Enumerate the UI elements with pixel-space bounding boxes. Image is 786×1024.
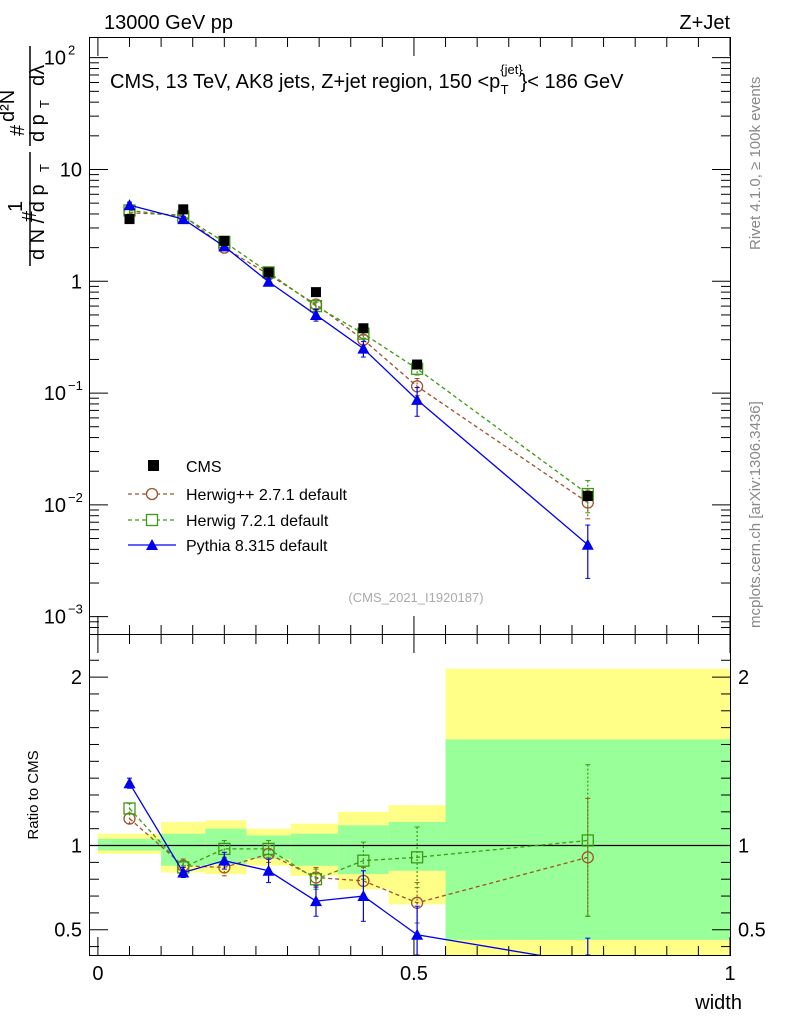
analysis-id: (CMS_2021_I1920187) xyxy=(348,590,483,605)
ratio-point-1-3 xyxy=(262,842,275,856)
ratio-point-2-4 xyxy=(309,895,322,907)
legend-marker-herwig-pp xyxy=(145,487,159,501)
legend-item-herwig-pp: Herwig++ 2.7.1 default xyxy=(128,487,348,504)
band-green-0 xyxy=(97,838,162,851)
x-tick-label-2: 1 xyxy=(724,963,735,985)
ratio-line-0 xyxy=(129,818,588,904)
cms-point-2 xyxy=(219,235,230,246)
cms-point-1 xyxy=(178,204,189,215)
ylabel-t1: T xyxy=(37,164,52,172)
ratio-point-1-5 xyxy=(357,854,370,867)
ratio-point-2-2 xyxy=(218,854,231,866)
main-point-3-7 xyxy=(581,538,594,550)
main-ytick-exp-2: −1 xyxy=(68,378,83,393)
main-ytick-label-3: 1 xyxy=(71,271,82,293)
main-ytick-label-2: 10 xyxy=(44,383,66,405)
legend-marker-pythia xyxy=(146,539,158,550)
main-point-3-1 xyxy=(177,213,190,225)
title-main: CMS, 13 TeV, AK8 jets, Z+jet region, 150… xyxy=(110,71,500,93)
main-ytick-label-1: 10 xyxy=(44,495,66,517)
ratio-point-2-6 xyxy=(411,928,424,940)
x-tick-label-1: 0.5 xyxy=(400,963,428,985)
main-ytick-exp-0: −3 xyxy=(68,602,83,617)
ratio-point-1-6 xyxy=(410,851,424,864)
ratio-point-1-0 xyxy=(123,802,136,815)
cms-point-0 xyxy=(124,214,135,225)
main-ytick-label-5: 10 xyxy=(44,48,66,70)
main-ytick-exp-5: 2 xyxy=(68,43,75,58)
ratio-point-2-1 xyxy=(177,866,190,878)
main-point-3-6 xyxy=(411,393,424,405)
title-sup: {jet} xyxy=(500,62,523,77)
mcplots-label: mcplots.cern.ch [arXiv:1306.3436] xyxy=(747,401,764,628)
ratio-point-2-3 xyxy=(262,864,275,876)
ratio-point-0-7 xyxy=(581,851,594,864)
ylabel-dpt: d p xyxy=(27,114,49,142)
ratio-ytick-label-right-1: 1 xyxy=(738,836,749,858)
x-tick-label-0: 0 xyxy=(92,963,103,985)
cms-point-4 xyxy=(310,287,321,298)
header-right: Z+Jet xyxy=(679,12,730,34)
ratio-series-layer xyxy=(123,764,594,955)
main-point-3-5 xyxy=(357,342,370,354)
ratio-point-1-7 xyxy=(581,834,594,847)
main-ytick-label-0: 10 xyxy=(44,607,66,629)
ratio-ytick-label-left-0: 0.5 xyxy=(54,920,82,942)
main-plot-title: CMS, 13 TeV, AK8 jets, Z+jet region, 150… xyxy=(110,62,624,97)
ratio-y-axis-label: Ratio to CMS xyxy=(25,750,42,839)
ylabel-hash2: # xyxy=(7,124,29,136)
legend-marker-herwig7 xyxy=(145,513,159,527)
ylabel-one: 1 xyxy=(5,201,27,212)
ylabel-dn: d N / d p xyxy=(27,184,49,260)
band-green-4 xyxy=(290,833,339,866)
ratio-point-1-4 xyxy=(309,873,323,886)
legend-item-pythia: Pythia 8.315 default xyxy=(128,538,328,555)
title-sub: T xyxy=(501,82,509,97)
main-point-3-0 xyxy=(123,199,136,211)
main-point-3-3 xyxy=(262,275,275,287)
main-y-axis-label: # 1 d N / d p T # d²N d p T dλ xyxy=(0,46,52,266)
ratio-point-2-0 xyxy=(123,777,136,789)
ratio-point-2-5 xyxy=(357,890,370,902)
main-ytick-label-4: 10 xyxy=(60,159,82,181)
ratio-ytick-label-right-0: 0.5 xyxy=(738,920,766,942)
cms-point-5 xyxy=(358,323,369,334)
ylabel-d2n: d²N xyxy=(0,90,19,122)
legend-label-pythia: Pythia 8.315 default xyxy=(186,538,328,555)
main-series-layer xyxy=(123,199,594,579)
ylabel-dl: dλ xyxy=(27,65,49,86)
cms-point-7 xyxy=(582,491,593,502)
x-axis-label: width xyxy=(694,992,742,1014)
ratio-ytick-label-left-1: 1 xyxy=(71,836,82,858)
title-tail: }< 186 GeV xyxy=(521,71,625,93)
legend-label-herwig-pp: Herwig++ 2.7.1 default xyxy=(186,487,348,504)
ratio-ytick-label-right-2: 2 xyxy=(738,667,749,689)
legend: CMS Herwig++ 2.7.1 default Herwig 7.2.1 … xyxy=(128,459,348,555)
cms-point-3 xyxy=(263,267,274,278)
main-point-3-2 xyxy=(218,240,231,252)
rivet-version-label: Rivet 4.1.0, ≥ 100k events xyxy=(747,77,764,250)
legend-item-herwig7: Herwig 7.2.1 default xyxy=(128,513,329,530)
legend-label-herwig7: Herwig 7.2.1 default xyxy=(186,513,329,530)
ratio-plot-frame xyxy=(89,634,731,956)
header-left: 13000 GeV pp xyxy=(104,12,233,34)
main-line-3 xyxy=(129,204,589,546)
ylabel-t2: T xyxy=(37,100,52,108)
main-line-2 xyxy=(129,209,589,495)
ratio-line-1 xyxy=(129,808,588,880)
ratio-ytick-label-left-2: 2 xyxy=(71,667,82,689)
main-point-3-4 xyxy=(309,308,322,320)
cms-point-6 xyxy=(412,359,423,370)
ratio-line-2 xyxy=(128,782,542,955)
legend-marker-cms xyxy=(148,460,159,471)
main-ytick-exp-1: −2 xyxy=(68,490,83,505)
ratio-axes: 0.5 0.51 12 20 0.5 1 xyxy=(54,635,766,985)
legend-label-cms: CMS xyxy=(186,459,222,476)
legend-item-cms: CMS xyxy=(148,459,222,476)
